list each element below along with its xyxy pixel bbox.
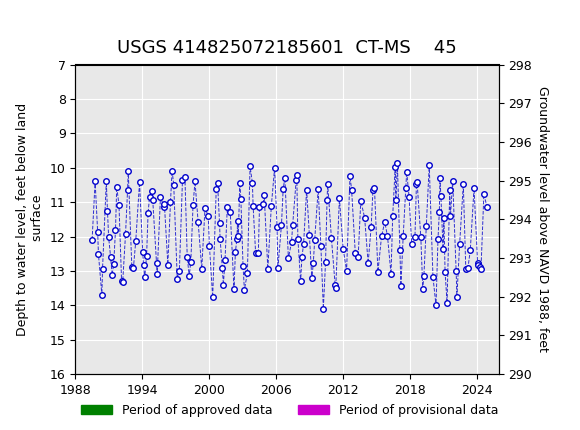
Title: USGS 414825072185601  CT-MS    45: USGS 414825072185601 CT-MS 45 <box>117 40 457 57</box>
Y-axis label: Groundwater level above NAVD 1988, feet: Groundwater level above NAVD 1988, feet <box>536 86 549 352</box>
Text: ▅USGS: ▅USGS <box>6 13 64 32</box>
Legend: Period of approved data, Period of provisional data: Period of approved data, Period of provi… <box>76 399 504 422</box>
Y-axis label: Depth to water level, feet below land
 surface: Depth to water level, feet below land su… <box>16 103 44 336</box>
